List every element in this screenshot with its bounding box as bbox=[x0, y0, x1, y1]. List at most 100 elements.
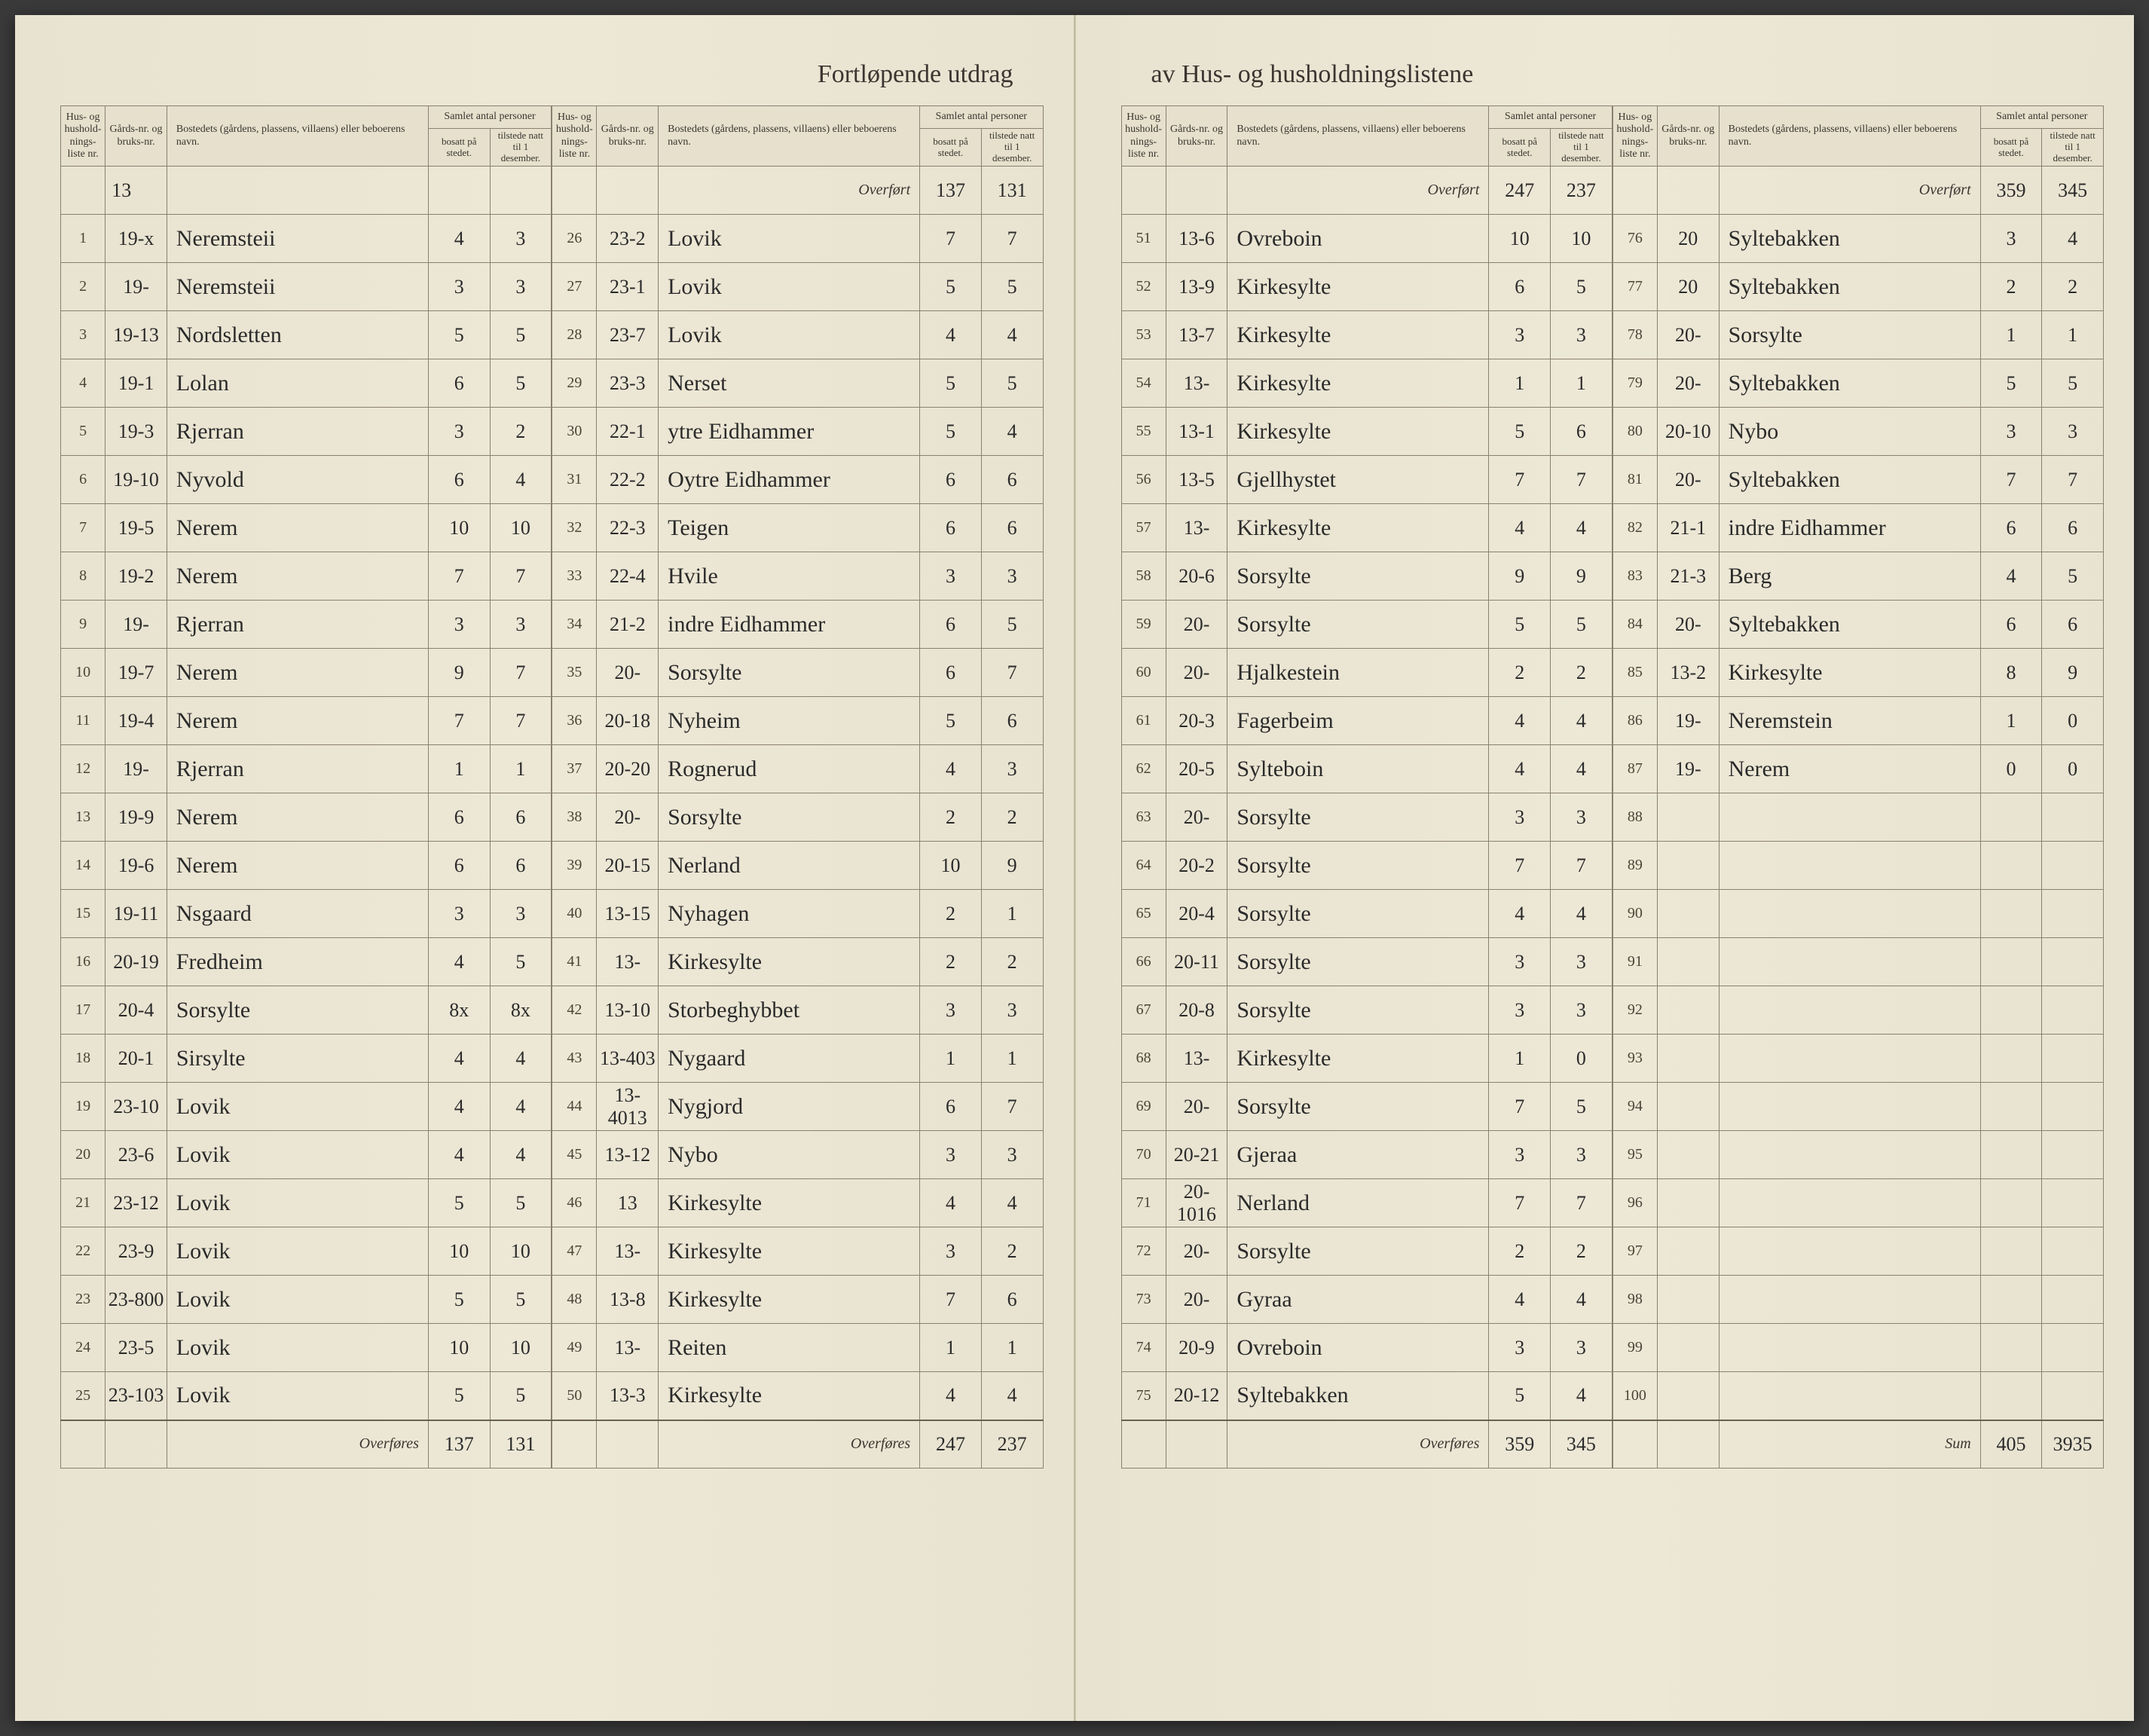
count-tilstede: 1 bbox=[981, 1324, 1043, 1372]
place-name: Rjerran bbox=[167, 408, 428, 456]
table-row: 48 13-8 Kirkesylte 7 6 bbox=[552, 1276, 1043, 1324]
count-bosatt: 1 bbox=[428, 745, 490, 793]
place-name: Gjellhystet bbox=[1227, 456, 1489, 504]
table-row: 39 20-15 Nerland 10 9 bbox=[552, 842, 1043, 890]
farm-number: 19-6 bbox=[105, 842, 167, 890]
census-table: Hus- og hushold-nings-liste nr. Gårds-nr… bbox=[552, 105, 1043, 1469]
table-row: 22 23-9 Lovik 10 10 bbox=[61, 1227, 552, 1276]
place-name: Kirkesylte bbox=[659, 1372, 920, 1420]
farm-number: 20 bbox=[1657, 263, 1719, 311]
farm-number: 23-9 bbox=[105, 1227, 167, 1276]
table-row: 68 13- Kirkesylte 1 0 bbox=[1121, 1035, 1612, 1083]
table-row: 4 19-1 Lolan 6 5 bbox=[61, 359, 552, 408]
place-name: Sorsylte bbox=[1227, 1227, 1489, 1276]
count-bosatt: 10 bbox=[920, 842, 982, 890]
table-row: 55 13-1 Kirkesylte 5 6 bbox=[1121, 408, 1612, 456]
place-name: Nerland bbox=[1227, 1179, 1489, 1227]
count-tilstede: 4 bbox=[1551, 697, 1613, 745]
table-row: 17 20-4 Sorsylte 8x 8x bbox=[61, 986, 552, 1035]
count-bosatt bbox=[1980, 842, 2042, 890]
census-table: Hus- og hushold-nings-liste nr. Gårds-nr… bbox=[60, 105, 552, 1469]
count-bosatt: 5 bbox=[428, 311, 490, 359]
place-name: Sorsylte bbox=[1227, 1083, 1489, 1131]
farm-number: 23-800 bbox=[105, 1276, 167, 1324]
place-name: Nyhagen bbox=[659, 890, 920, 938]
place-name: Lovik bbox=[167, 1227, 428, 1276]
count-tilstede: 5 bbox=[490, 938, 552, 986]
place-name bbox=[1719, 1227, 1980, 1276]
place-name: Nerem bbox=[167, 697, 428, 745]
count-tilstede: 6 bbox=[981, 504, 1043, 552]
count-bosatt bbox=[1980, 1276, 2042, 1324]
place-name bbox=[1719, 890, 1980, 938]
row-number: 99 bbox=[1613, 1324, 1657, 1372]
farm-number: 19-3 bbox=[105, 408, 167, 456]
count-tilstede: 3 bbox=[981, 745, 1043, 793]
count-bosatt: 7 bbox=[1489, 1083, 1551, 1131]
table-row: 35 20- Sorsylte 6 7 bbox=[552, 649, 1043, 697]
row-number: 47 bbox=[552, 1227, 597, 1276]
row-number: 69 bbox=[1121, 1083, 1166, 1131]
row-number: 44 bbox=[552, 1083, 597, 1131]
count-bosatt: 3 bbox=[1489, 938, 1551, 986]
place-name: Ovreboin bbox=[1227, 215, 1489, 263]
count-tilstede: 10 bbox=[490, 1324, 552, 1372]
count-tilstede bbox=[2042, 1179, 2104, 1227]
count-bosatt: 9 bbox=[428, 649, 490, 697]
table-row: 52 13-9 Kirkesylte 6 5 bbox=[1121, 263, 1612, 311]
count-bosatt: 2 bbox=[1980, 263, 2042, 311]
farm-number: 20- bbox=[1166, 1083, 1227, 1131]
table-row: 51 13-6 Ovreboin 10 10 bbox=[1121, 215, 1612, 263]
place-name bbox=[1719, 842, 1980, 890]
count-bosatt: 5 bbox=[1489, 1372, 1551, 1420]
count-bosatt: 7 bbox=[1489, 456, 1551, 504]
row-number: 43 bbox=[552, 1035, 597, 1083]
farm-number: 20-5 bbox=[1166, 745, 1227, 793]
farm-number: 20- bbox=[1166, 601, 1227, 649]
count-tilstede: 3 bbox=[1551, 938, 1613, 986]
count-bosatt: 3 bbox=[920, 1227, 982, 1276]
count-bosatt bbox=[1980, 1131, 2042, 1179]
place-name bbox=[1719, 1131, 1980, 1179]
count-bosatt: 4 bbox=[428, 1131, 490, 1179]
farm-number: 20-9 bbox=[1166, 1324, 1227, 1372]
row-number: 91 bbox=[1613, 938, 1657, 986]
count-tilstede: 4 bbox=[1551, 890, 1613, 938]
count-tilstede bbox=[2042, 1035, 2104, 1083]
row-number: 74 bbox=[1121, 1324, 1166, 1372]
place-name: Neremsteii bbox=[167, 263, 428, 311]
table-row: 99 bbox=[1613, 1324, 2103, 1372]
farm-number: 19- bbox=[105, 601, 167, 649]
row-number: 9 bbox=[61, 601, 105, 649]
row-number: 56 bbox=[1121, 456, 1166, 504]
farm-number bbox=[1657, 1227, 1719, 1276]
count-bosatt: 1 bbox=[1980, 697, 2042, 745]
count-bosatt: 6 bbox=[920, 456, 982, 504]
farm-number: 20-20 bbox=[597, 745, 659, 793]
place-name: Nerem bbox=[167, 504, 428, 552]
count-tilstede: 4 bbox=[490, 456, 552, 504]
table-row: 96 bbox=[1613, 1179, 2103, 1227]
row-number: 92 bbox=[1613, 986, 1657, 1035]
row-number: 77 bbox=[1613, 263, 1657, 311]
place-name: Syltebakken bbox=[1719, 215, 1980, 263]
row-number: 12 bbox=[61, 745, 105, 793]
farm-number: 20-11 bbox=[1166, 938, 1227, 986]
table-row: 89 bbox=[1613, 842, 2103, 890]
count-tilstede: 7 bbox=[981, 649, 1043, 697]
count-bosatt: 6 bbox=[428, 842, 490, 890]
table-row: 8 19-2 Nerem 7 7 bbox=[61, 552, 552, 601]
farm-number: 19- bbox=[105, 263, 167, 311]
farm-number: 13-7 bbox=[1166, 311, 1227, 359]
place-name: ytre Eidhammer bbox=[659, 408, 920, 456]
table-row: 85 13-2 Kirkesylte 8 9 bbox=[1613, 649, 2103, 697]
count-bosatt bbox=[1980, 938, 2042, 986]
count-tilstede: 7 bbox=[981, 215, 1043, 263]
farm-number: 19- bbox=[1657, 697, 1719, 745]
count-tilstede: 6 bbox=[490, 793, 552, 842]
farm-number: 13- bbox=[597, 1227, 659, 1276]
count-bosatt: 2 bbox=[920, 890, 982, 938]
farm-number: 19-4 bbox=[105, 697, 167, 745]
count-bosatt: 1 bbox=[1980, 311, 2042, 359]
farm-number: 23-2 bbox=[597, 215, 659, 263]
